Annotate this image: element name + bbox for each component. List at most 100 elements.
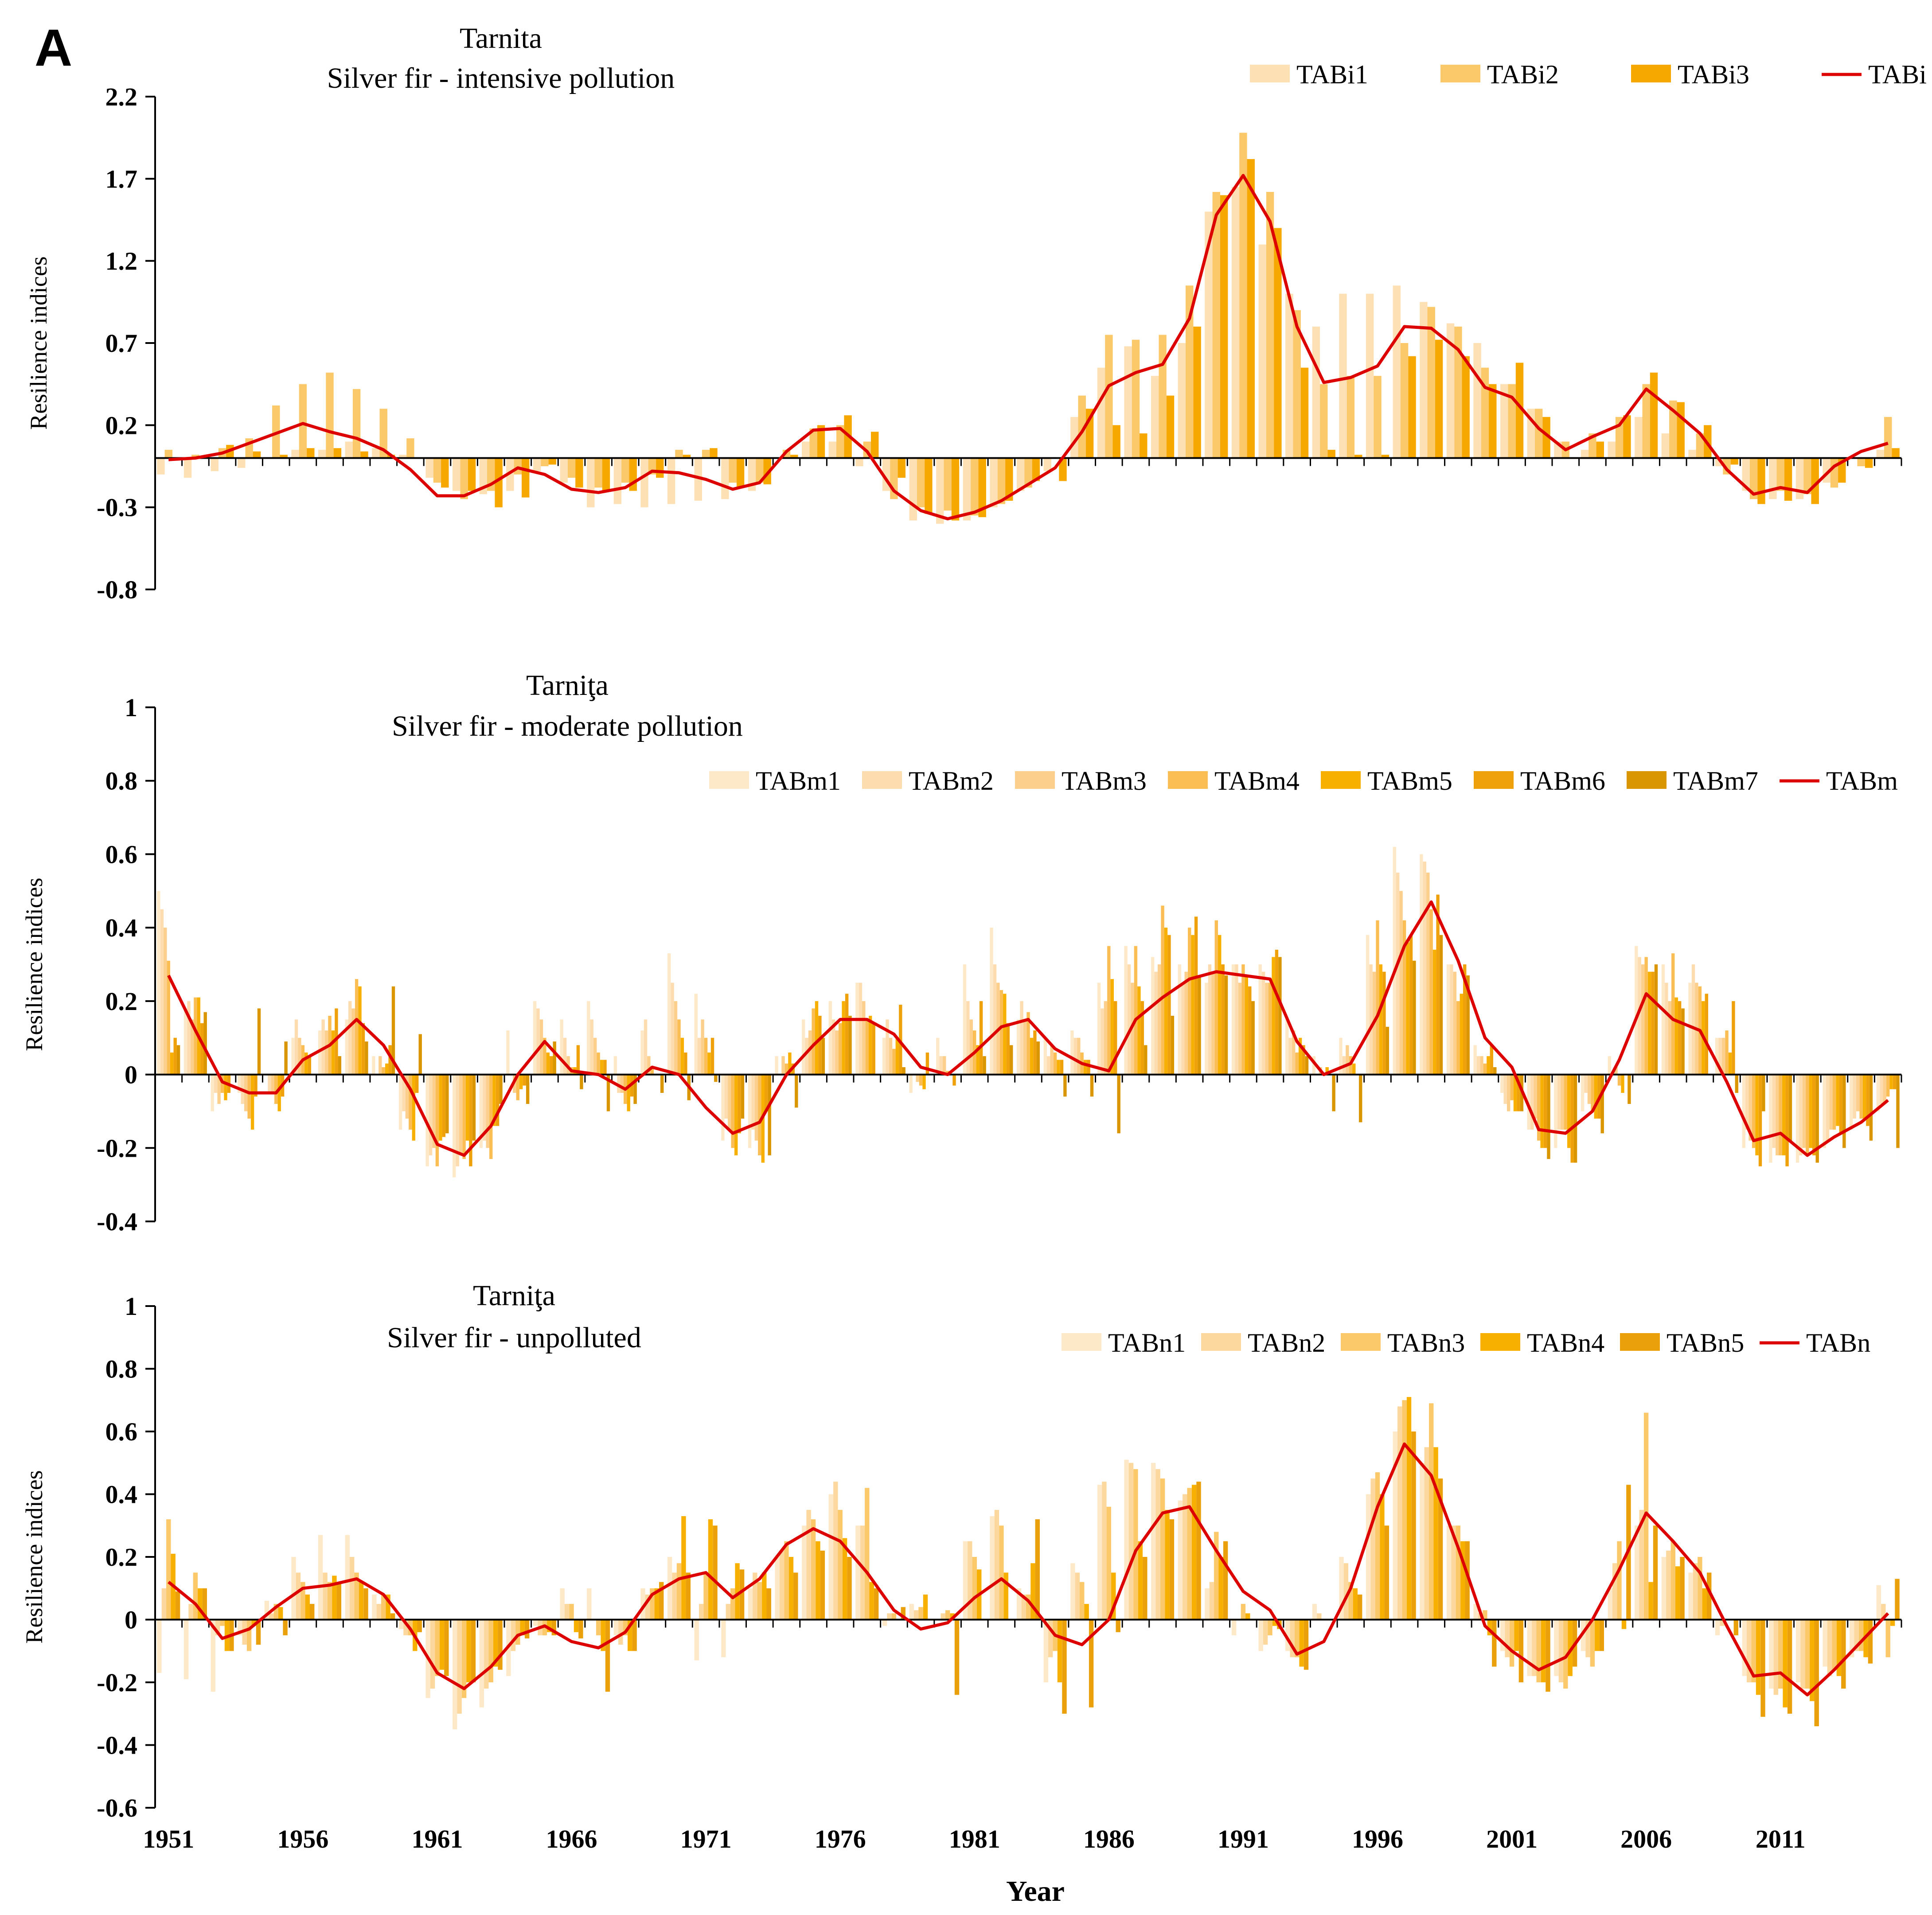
- bar-tabn1: [372, 1594, 377, 1620]
- bar-tabi1: [398, 455, 407, 458]
- y-tick-label: 1.7: [105, 164, 138, 193]
- bar-tabi2: [1374, 376, 1382, 458]
- bar-tabn3: [1348, 1582, 1353, 1620]
- bar-tabn1: [479, 1619, 484, 1708]
- bar-tabm4: [462, 1074, 466, 1159]
- bar-tabm1: [425, 1074, 429, 1166]
- bar-tabi2: [675, 449, 683, 458]
- bar-tabi1: [1608, 441, 1616, 458]
- bar-tabn1: [264, 1601, 269, 1620]
- bar-tabi3: [736, 458, 745, 488]
- bar-tabm3: [754, 1074, 758, 1141]
- bar-tabm7: [1628, 1074, 1631, 1104]
- bar-tabi3: [1300, 367, 1309, 458]
- bar-tabm5: [1728, 1052, 1732, 1075]
- y-tick-label: 0: [125, 1061, 137, 1089]
- bar-tabm6: [765, 1074, 768, 1112]
- bar-tabn3: [1590, 1619, 1595, 1667]
- bar-tabn5: [793, 1572, 798, 1620]
- bar-tabm3: [1426, 872, 1430, 1075]
- bar-tabm6: [1543, 1074, 1547, 1148]
- bar-tabm1: [855, 983, 859, 1075]
- bar-tabm6: [442, 1074, 445, 1137]
- bar-tabm1: [1151, 957, 1155, 1075]
- legend-swatch: [1440, 65, 1480, 82]
- bar-tabm4: [167, 960, 170, 1075]
- bar-tabm4: [1161, 905, 1164, 1075]
- bar-tabn4: [1245, 1613, 1250, 1620]
- bar-tabn4: [1084, 1604, 1089, 1620]
- legend-label: TABm7: [1673, 766, 1758, 796]
- bar-tabn2: [1558, 1619, 1564, 1682]
- bar-tabn5: [1868, 1619, 1873, 1664]
- bar-tabm7: [768, 1074, 771, 1155]
- bar-tabm2: [859, 983, 863, 1075]
- bar-tabm3: [1749, 1074, 1752, 1141]
- bar-tabn3: [461, 1619, 467, 1698]
- bar-tabn5: [417, 1619, 422, 1632]
- bar-tabi1: [963, 458, 971, 521]
- bar-tabn4: [1756, 1619, 1761, 1695]
- legend-swatch: [1015, 771, 1055, 789]
- bar-tabi1: [560, 458, 568, 483]
- bar-tabn1: [721, 1619, 726, 1658]
- bar-tabn2: [994, 1509, 999, 1620]
- legend-label: TABm: [1826, 766, 1898, 796]
- bar-tabi1: [640, 458, 648, 507]
- bar-tabi1: [1366, 293, 1374, 458]
- bar-tabn1: [748, 1588, 753, 1620]
- bar-tabn5: [175, 1591, 180, 1620]
- y-tick-label: -0.2: [97, 1134, 137, 1162]
- legend-label: TABn4: [1527, 1328, 1604, 1357]
- bar-tabm3: [808, 1030, 812, 1075]
- bar-tabm6: [1060, 1060, 1064, 1075]
- bar-tabn2: [1639, 1509, 1644, 1620]
- bar-tabn5: [1599, 1619, 1604, 1651]
- bar-tabi3: [1112, 425, 1120, 458]
- bar-tabm4: [1295, 1052, 1299, 1075]
- bar-tabm1: [1016, 1019, 1020, 1075]
- bar-tabn2: [941, 1613, 945, 1620]
- bar-tabm4: [543, 1037, 546, 1075]
- bar-tabm1: [183, 1008, 187, 1075]
- bar-tabn2: [376, 1604, 381, 1620]
- bar-tabm5: [304, 1052, 308, 1075]
- bar-tabn3: [1294, 1619, 1300, 1658]
- bar-tabi1: [1070, 417, 1078, 458]
- bar-tabm3: [1802, 1074, 1806, 1148]
- y-tick-label: 0.2: [105, 987, 138, 1016]
- bar-tabi2: [917, 458, 925, 507]
- bar-tabm1: [694, 994, 698, 1075]
- bar-tabn1: [157, 1619, 162, 1673]
- bar-tabm2: [294, 1019, 298, 1075]
- bar-tabn2: [753, 1572, 757, 1620]
- bar-tabm1: [909, 1074, 913, 1093]
- bar-tabm7: [848, 1016, 852, 1075]
- bar-tabi2: [406, 438, 414, 458]
- bar-tabi3: [1865, 458, 1873, 468]
- bar-tabm6: [738, 1074, 741, 1134]
- bar-tabn1: [453, 1619, 457, 1730]
- bar-tabm3: [674, 1001, 678, 1075]
- bar-tabn3: [838, 1509, 843, 1620]
- bar-tabm7: [176, 1045, 180, 1075]
- bar-tabn2: [1854, 1619, 1859, 1651]
- bar-tabn3: [596, 1619, 601, 1635]
- bar-tabm7: [1036, 1041, 1040, 1075]
- x-axis-label: Year: [1006, 1875, 1065, 1907]
- bar-tabi3: [898, 458, 906, 478]
- bar-tabm4: [1402, 920, 1406, 1075]
- bar-tabm4: [1671, 953, 1675, 1075]
- bar-tabm1: [1554, 1074, 1557, 1148]
- bar-tabm6: [523, 1074, 526, 1086]
- bar-tabn1: [694, 1619, 699, 1661]
- bar-tabm4: [865, 1019, 869, 1075]
- y-tick-label: 0.2: [105, 411, 138, 440]
- bar-tabi2: [971, 458, 979, 516]
- bar-tabm6: [173, 1037, 177, 1075]
- bar-tabn3: [1778, 1619, 1783, 1689]
- bar-tabn5: [1787, 1619, 1792, 1714]
- bar-tabn5: [1411, 1431, 1416, 1620]
- bar-tabn4: [574, 1619, 579, 1632]
- bar-tabm2: [993, 964, 997, 1075]
